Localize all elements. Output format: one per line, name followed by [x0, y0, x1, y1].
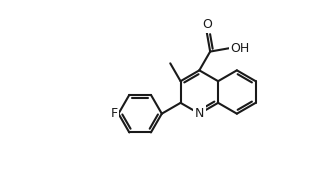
Text: N: N: [195, 107, 204, 120]
Text: O: O: [202, 18, 212, 31]
Text: OH: OH: [230, 42, 250, 55]
Text: F: F: [110, 107, 118, 120]
